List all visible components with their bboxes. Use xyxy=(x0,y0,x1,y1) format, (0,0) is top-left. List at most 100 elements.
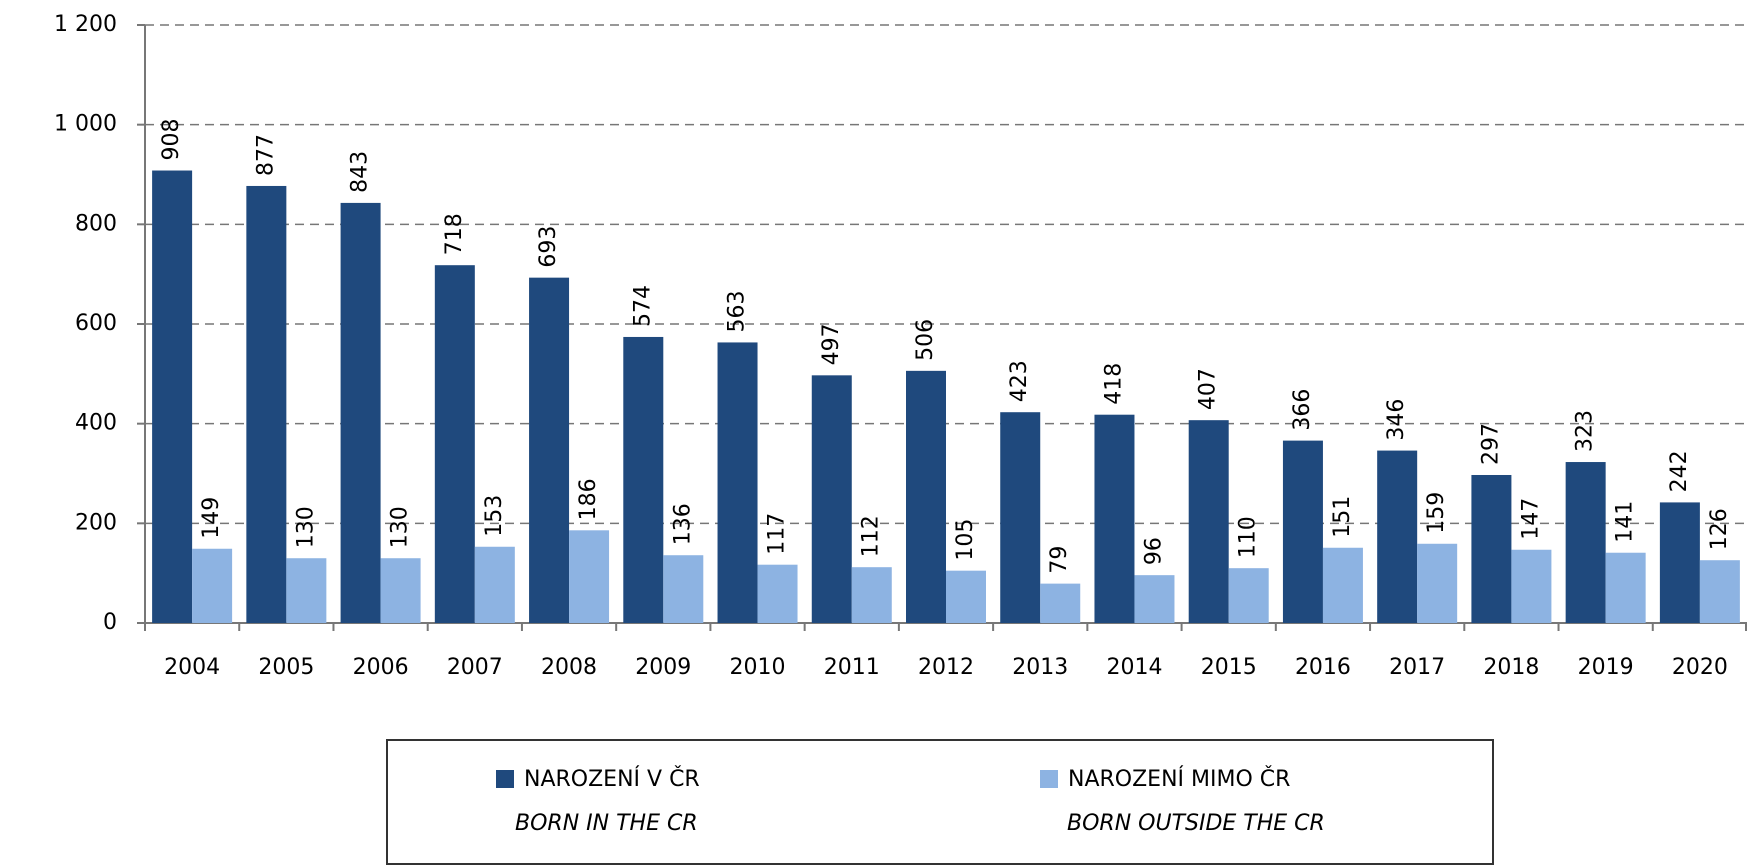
data-label: 843 xyxy=(348,151,373,193)
data-label: 130 xyxy=(293,506,318,548)
bar xyxy=(851,567,892,623)
data-label: 242 xyxy=(1667,450,1692,492)
data-label: 908 xyxy=(159,119,184,161)
x-tick-label: 2009 xyxy=(635,655,691,680)
data-label: 136 xyxy=(670,503,695,545)
bar xyxy=(811,375,852,623)
x-tick-label: 2017 xyxy=(1389,655,1445,680)
bar xyxy=(434,265,475,623)
x-tick-label: 2018 xyxy=(1483,655,1539,680)
data-label: 186 xyxy=(576,478,601,520)
bar xyxy=(1134,575,1175,623)
data-label: 126 xyxy=(1707,508,1732,550)
bar xyxy=(1094,414,1135,623)
data-label: 117 xyxy=(765,513,790,555)
bar xyxy=(246,185,287,623)
data-label: 877 xyxy=(253,134,278,176)
bar xyxy=(717,342,758,623)
bar xyxy=(1659,502,1700,623)
x-tick-label: 2020 xyxy=(1672,655,1728,680)
data-label: 151 xyxy=(1330,496,1355,538)
x-tick-label: 2011 xyxy=(824,655,880,680)
legend-label: NAROZENÍ MIMO ČR xyxy=(1068,766,1290,792)
data-label: 497 xyxy=(819,323,844,365)
data-label: 346 xyxy=(1384,399,1409,441)
x-tick-label: 2012 xyxy=(918,655,974,680)
data-label: 147 xyxy=(1518,498,1543,540)
y-tick-label: 400 xyxy=(75,411,117,436)
bar xyxy=(906,370,946,623)
y-tick-label: 1 200 xyxy=(54,12,117,37)
x-tick-label: 2007 xyxy=(447,655,503,680)
x-tick-label: 2010 xyxy=(730,655,786,680)
x-tick-label: 2006 xyxy=(353,655,409,680)
y-tick-label: 1 000 xyxy=(54,112,117,137)
legend-box xyxy=(386,739,1494,865)
bar xyxy=(1605,552,1646,623)
x-tick-label: 2013 xyxy=(1012,655,1068,680)
bar xyxy=(1040,583,1081,623)
bar xyxy=(1377,450,1418,623)
data-label: 297 xyxy=(1478,423,1503,465)
bar xyxy=(1471,474,1512,623)
data-label: 96 xyxy=(1141,537,1166,565)
x-tick-label: 2008 xyxy=(541,655,597,680)
data-label: 366 xyxy=(1290,389,1315,431)
data-label: 153 xyxy=(482,495,507,537)
data-label: 506 xyxy=(913,319,938,361)
bar xyxy=(1228,568,1269,623)
bar xyxy=(1322,547,1363,623)
data-label: 574 xyxy=(630,285,655,327)
y-tick-label: 0 xyxy=(103,610,117,635)
data-label: 149 xyxy=(199,497,224,539)
legend-label: BORN IN THE CR xyxy=(515,811,698,836)
bar xyxy=(946,570,986,623)
data-label: 130 xyxy=(388,506,413,548)
data-label: 105 xyxy=(953,519,978,561)
bar xyxy=(1699,560,1740,623)
bar xyxy=(380,558,421,623)
data-label: 159 xyxy=(1424,492,1449,534)
legend-label: NAROZENÍ V ČR xyxy=(524,766,700,792)
x-tick-label: 2005 xyxy=(258,655,314,680)
bar xyxy=(623,336,664,623)
x-tick-label: 2014 xyxy=(1106,655,1162,680)
bar xyxy=(1565,462,1606,623)
data-label: 79 xyxy=(1047,546,1072,574)
bar xyxy=(1282,440,1323,623)
bar xyxy=(663,555,704,623)
x-tick-label: 2019 xyxy=(1578,655,1634,680)
y-tick-label: 200 xyxy=(75,510,117,535)
data-label: 693 xyxy=(536,226,561,268)
x-tick-label: 2016 xyxy=(1295,655,1351,680)
data-label: 112 xyxy=(859,515,884,557)
bar xyxy=(757,564,798,623)
bar xyxy=(1000,412,1041,623)
data-label: 718 xyxy=(442,213,467,255)
legend-swatch xyxy=(1040,770,1058,788)
legend-label: BORN OUTSIDE THE CR xyxy=(1067,811,1325,836)
data-label: 141 xyxy=(1613,501,1638,543)
bar xyxy=(529,277,570,623)
bar xyxy=(152,170,193,623)
y-tick-label: 800 xyxy=(75,211,117,236)
data-label: 418 xyxy=(1101,363,1126,405)
data-label: 423 xyxy=(1007,360,1032,402)
data-label: 563 xyxy=(725,290,750,332)
x-tick-label: 2004 xyxy=(164,655,220,680)
data-label: 407 xyxy=(1196,368,1221,410)
x-tick-label: 2015 xyxy=(1201,655,1257,680)
bar xyxy=(1188,420,1229,623)
data-label: 323 xyxy=(1573,410,1598,452)
bar xyxy=(1417,543,1458,623)
bar xyxy=(474,546,515,623)
bar xyxy=(1511,549,1552,623)
bar xyxy=(192,548,233,623)
legend-swatch xyxy=(496,770,514,788)
bar xyxy=(569,530,610,623)
data-label: 110 xyxy=(1236,516,1261,558)
y-tick-label: 600 xyxy=(75,311,117,336)
bar xyxy=(286,558,327,623)
bar xyxy=(340,202,381,623)
